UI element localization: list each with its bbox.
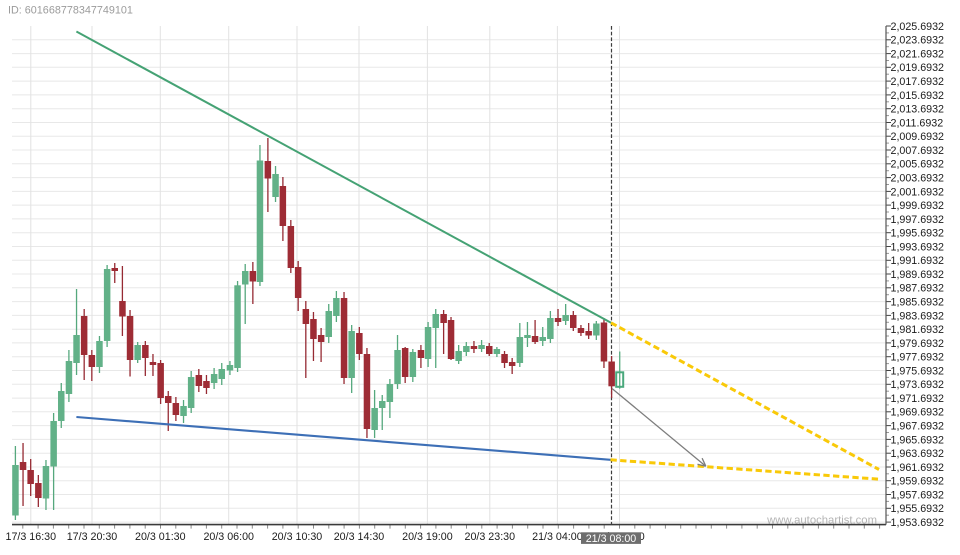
svg-text:1,959.6932: 1,959.6932: [891, 476, 945, 488]
svg-text:1,985.6932: 1,985.6932: [891, 297, 945, 309]
svg-text:1,971.6932: 1,971.6932: [891, 393, 945, 405]
svg-text:2,023.6932: 2,023.6932: [891, 35, 945, 47]
svg-text:1,989.6932: 1,989.6932: [891, 269, 945, 281]
svg-text:1,983.6932: 1,983.6932: [891, 310, 945, 322]
svg-text:1,993.6932: 1,993.6932: [891, 241, 945, 253]
svg-text:1,975.6932: 1,975.6932: [891, 365, 945, 377]
svg-text:1,997.6932: 1,997.6932: [891, 214, 945, 226]
svg-text:2,013.6932: 2,013.6932: [891, 104, 945, 116]
svg-text:1,953.6932: 1,953.6932: [891, 517, 945, 529]
svg-text:1,965.6932: 1,965.6932: [891, 434, 945, 446]
svg-text:20/3 10:30: 20/3 10:30: [272, 531, 323, 543]
svg-text:2,007.6932: 2,007.6932: [891, 145, 945, 157]
svg-text:2,019.6932: 2,019.6932: [891, 62, 945, 74]
svg-text:1,963.6932: 1,963.6932: [891, 448, 945, 460]
svg-text:1,995.6932: 1,995.6932: [891, 228, 945, 240]
svg-text:2,005.6932: 2,005.6932: [891, 159, 945, 171]
svg-text:1,977.6932: 1,977.6932: [891, 352, 945, 364]
svg-text:1,999.6932: 1,999.6932: [891, 200, 945, 212]
svg-text:20/3 06:00: 20/3 06:00: [203, 531, 254, 543]
svg-text:1,969.6932: 1,969.6932: [891, 407, 945, 419]
svg-text:21/3 04:00: 21/3 04:00: [532, 531, 583, 543]
svg-text:www.autochartist.com: www.autochartist.com: [766, 515, 877, 527]
svg-text:2,001.6932: 2,001.6932: [891, 186, 945, 198]
svg-text:1,981.6932: 1,981.6932: [891, 324, 945, 336]
svg-text:1,987.6932: 1,987.6932: [891, 283, 945, 295]
svg-text:1,957.6932: 1,957.6932: [891, 489, 945, 501]
svg-text:1,973.6932: 1,973.6932: [891, 379, 945, 391]
svg-text:2,015.6932: 2,015.6932: [891, 90, 945, 102]
svg-text:2,025.6932: 2,025.6932: [891, 21, 945, 33]
svg-text:2,009.6932: 2,009.6932: [891, 131, 945, 143]
svg-text:20/3 19:00: 20/3 19:00: [402, 531, 453, 543]
svg-text:1,991.6932: 1,991.6932: [891, 255, 945, 267]
svg-text:17/3 16:30: 17/3 16:30: [6, 531, 57, 543]
svg-text:20/3 01:30: 20/3 01:30: [135, 531, 186, 543]
svg-text:20/3 14:30: 20/3 14:30: [334, 531, 385, 543]
svg-text:1,961.6932: 1,961.6932: [891, 462, 945, 474]
svg-text:1,967.6932: 1,967.6932: [891, 421, 945, 433]
svg-text:1,955.6932: 1,955.6932: [891, 503, 945, 515]
svg-text:20/3 23:30: 20/3 23:30: [465, 531, 516, 543]
svg-text:2,003.6932: 2,003.6932: [891, 173, 945, 185]
svg-text:2,011.6932: 2,011.6932: [891, 117, 944, 129]
svg-text:21/3 08:00: 21/3 08:00: [586, 533, 637, 545]
svg-text:2,021.6932: 2,021.6932: [891, 49, 945, 61]
svg-text:17/3 20:30: 17/3 20:30: [67, 531, 118, 543]
svg-text:2,017.6932: 2,017.6932: [891, 76, 945, 88]
svg-text:ID: 601668778347749101: ID: 601668778347749101: [8, 5, 133, 17]
svg-text:1,979.6932: 1,979.6932: [891, 338, 945, 350]
